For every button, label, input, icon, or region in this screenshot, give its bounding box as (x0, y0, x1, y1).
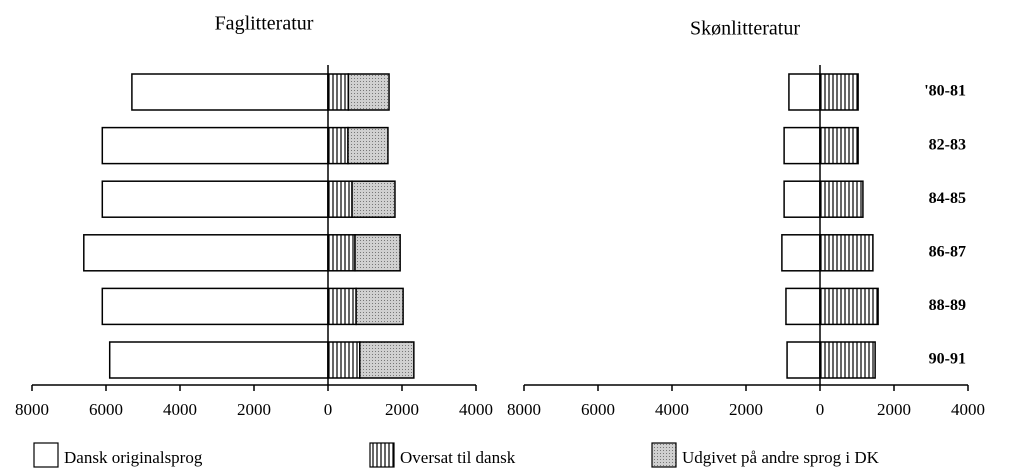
x-tick-label: 0 (324, 400, 333, 419)
bar (101, 287, 329, 326)
legend-swatch (651, 442, 677, 468)
category-label: 82-83 (929, 136, 966, 153)
category-label: 84-85 (929, 190, 966, 207)
bar (101, 180, 329, 218)
x-tick-label: 2000 (877, 400, 911, 419)
x-tick-label: 0 (816, 400, 825, 419)
bar (783, 180, 821, 218)
x-tick-label: 6000 (581, 400, 615, 419)
legend-swatch (33, 442, 59, 468)
x-tick-label: 6000 (89, 400, 123, 419)
legend-label: Udgivet på andre sprog i DK (682, 448, 880, 467)
category-label: 86-87 (929, 243, 966, 260)
bar (131, 73, 329, 111)
bar (785, 287, 821, 326)
chart-title: Skønlitteratur (690, 18, 800, 40)
x-tick-label: 4000 (459, 400, 493, 419)
bar (327, 234, 356, 272)
bar (819, 234, 874, 272)
bar (354, 234, 401, 272)
legend-label: Dansk originalsprog (64, 448, 203, 467)
bar (327, 287, 357, 326)
bar (819, 180, 864, 218)
bar (786, 341, 821, 379)
bar (101, 126, 329, 165)
bar (359, 341, 415, 379)
bar (327, 126, 349, 165)
bar (327, 341, 361, 379)
bar (819, 126, 859, 165)
bar (351, 180, 396, 218)
bar (327, 73, 350, 111)
bar (819, 73, 859, 111)
x-tick-label: 2000 (729, 400, 763, 419)
x-tick-label: 4000 (951, 400, 985, 419)
bar (819, 287, 879, 326)
bar (347, 126, 389, 165)
bar (108, 341, 329, 379)
bar (788, 73, 821, 111)
x-tick-label: 8000 (507, 400, 541, 419)
bar (819, 341, 876, 379)
bar (355, 287, 404, 326)
x-tick-label: 2000 (237, 400, 271, 419)
chart-title: Faglitteratur (215, 13, 314, 35)
legend-label: Oversat til dansk (400, 448, 516, 467)
x-tick-label: 2000 (385, 400, 419, 419)
x-tick-label: 4000 (163, 400, 197, 419)
category-label: 90-91 (929, 351, 966, 368)
bar (83, 234, 329, 272)
x-tick-label: 8000 (15, 400, 49, 419)
x-tick-label: 4000 (655, 400, 689, 419)
bar (783, 126, 821, 165)
category-label: 88-89 (929, 297, 966, 314)
legend-swatch (369, 442, 395, 468)
category-label: '80-81 (924, 83, 966, 100)
bar (781, 234, 821, 272)
bar (347, 73, 390, 111)
bar (327, 180, 353, 218)
